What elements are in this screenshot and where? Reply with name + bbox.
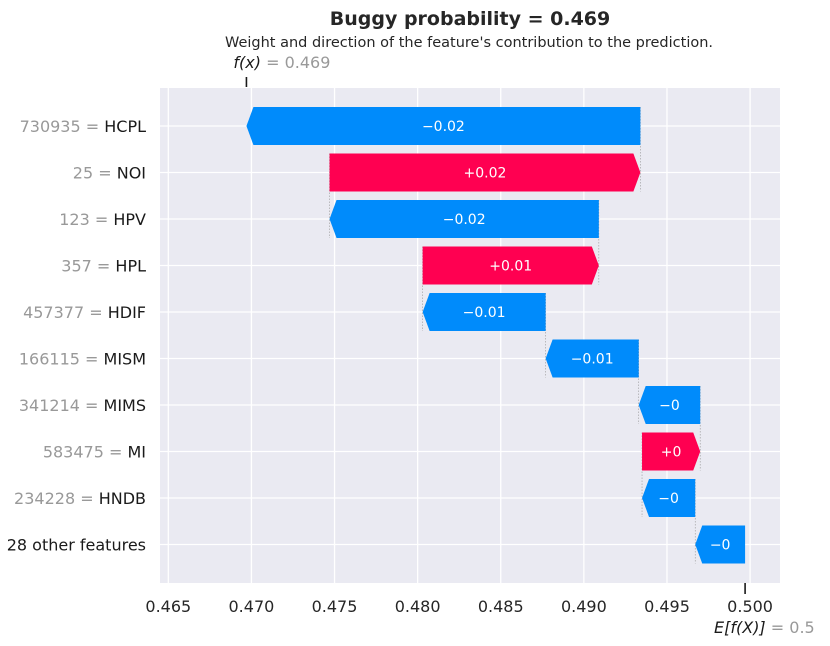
bar bbox=[695, 525, 746, 564]
x-tick-label: 0.495 bbox=[644, 597, 690, 616]
y-tick-label: 234228 = HNDB bbox=[14, 489, 146, 508]
bar-label: −0.02 bbox=[422, 119, 465, 135]
ex-value: = 0.5 bbox=[771, 618, 815, 637]
x-tick-labels: 0.465 0.470 0.475 0.480 0.485 0.490 0.495 0.500 bbox=[145, 597, 773, 616]
y-tick-label: 166115 = MISM bbox=[19, 350, 146, 369]
chart-title: Buggy probability = 0.469 bbox=[330, 8, 611, 30]
y-tick-label: 583475 = MI bbox=[43, 443, 146, 462]
feature-name: HCPL bbox=[104, 117, 146, 136]
feature-value: 341214 = bbox=[19, 396, 104, 415]
bar bbox=[422, 293, 546, 331]
feature-name: MIMS bbox=[104, 396, 146, 415]
x-tick-label: 0.485 bbox=[478, 597, 524, 616]
bar-label: −0 bbox=[658, 491, 679, 507]
bar bbox=[422, 246, 599, 285]
bar bbox=[246, 107, 641, 145]
y-tick-label: 730935 = HCPL bbox=[20, 117, 147, 136]
feature-value: 25 = bbox=[73, 164, 117, 183]
bar-label: +0.02 bbox=[464, 166, 507, 182]
x-tick-label: 0.465 bbox=[145, 597, 191, 616]
bars: −0.02 +0.02 −0.02 +0.01 −0.01 −0.01 −0 +0 −0 −0 bbox=[246, 107, 746, 564]
bar-label: −0 bbox=[710, 538, 731, 554]
bar-label: −0 bbox=[659, 398, 680, 414]
x-tick-label: 0.480 bbox=[395, 597, 441, 616]
bar-label: +0.01 bbox=[489, 259, 532, 275]
feature-name: MISM bbox=[104, 350, 146, 369]
y-tick-label: 457377 = HDIF bbox=[23, 303, 146, 322]
bar bbox=[329, 200, 599, 238]
y-tick-labels: 730935 = HCPL 25 = NOI 123 = HPV 357 = HPL 4… bbox=[7, 117, 146, 555]
ex-name: E[f(X)] bbox=[714, 618, 771, 637]
feature-name: HDIF bbox=[108, 303, 146, 322]
feature-name: NOI bbox=[117, 164, 146, 183]
x-tick-label: 0.490 bbox=[561, 597, 607, 616]
bar bbox=[642, 432, 701, 471]
fx-name: f(x) bbox=[233, 53, 266, 72]
feature-name: 28 other features bbox=[7, 536, 146, 555]
feature-name: HNDB bbox=[99, 489, 146, 508]
y-tick-label: 123 = HPV bbox=[59, 210, 146, 229]
bar-connectors bbox=[329, 107, 701, 564]
chart-subtitle: Weight and direction of the feature's co… bbox=[225, 35, 713, 51]
feature-value: 457377 = bbox=[23, 303, 108, 322]
bar bbox=[329, 153, 641, 192]
feature-name: HPV bbox=[113, 210, 146, 229]
bar-label: +0 bbox=[661, 445, 682, 461]
bar-label: −0.01 bbox=[463, 305, 506, 321]
bar-label: −0.01 bbox=[571, 352, 614, 368]
x-tick-label: 0.475 bbox=[312, 597, 358, 616]
ex-label: E[f(X)] = 0.5 bbox=[714, 618, 815, 637]
fx-label: f(x) = 0.469 bbox=[233, 53, 330, 72]
y-tick-label: 28 other features bbox=[7, 536, 146, 555]
feature-value: 166115 = bbox=[19, 350, 104, 369]
bar bbox=[642, 479, 696, 517]
y-tick-label: 357 = HPL bbox=[61, 257, 146, 276]
feature-value: 234228 = bbox=[14, 489, 99, 508]
fx-annotation: f(x) = 0.469 bbox=[233, 53, 330, 87]
feature-name: MI bbox=[127, 443, 146, 462]
x-tick-label: 0.500 bbox=[727, 597, 773, 616]
bar bbox=[638, 386, 701, 424]
expected-value-annotation: E[f(X)] = 0.5 bbox=[714, 583, 815, 637]
y-tick-label: 25 = NOI bbox=[73, 164, 146, 183]
feature-value: 583475 = bbox=[43, 443, 128, 462]
fx-value: = 0.469 bbox=[266, 53, 330, 72]
feature-value: 123 = bbox=[59, 210, 113, 229]
feature-value: 730935 = bbox=[20, 117, 105, 136]
bar bbox=[545, 339, 639, 378]
bar-label: −0.02 bbox=[443, 212, 486, 228]
x-tick-label: 0.470 bbox=[229, 597, 275, 616]
y-tick-label: 341214 = MIMS bbox=[19, 396, 146, 415]
feature-value: 357 = bbox=[61, 257, 115, 276]
feature-name: HPL bbox=[115, 257, 146, 276]
